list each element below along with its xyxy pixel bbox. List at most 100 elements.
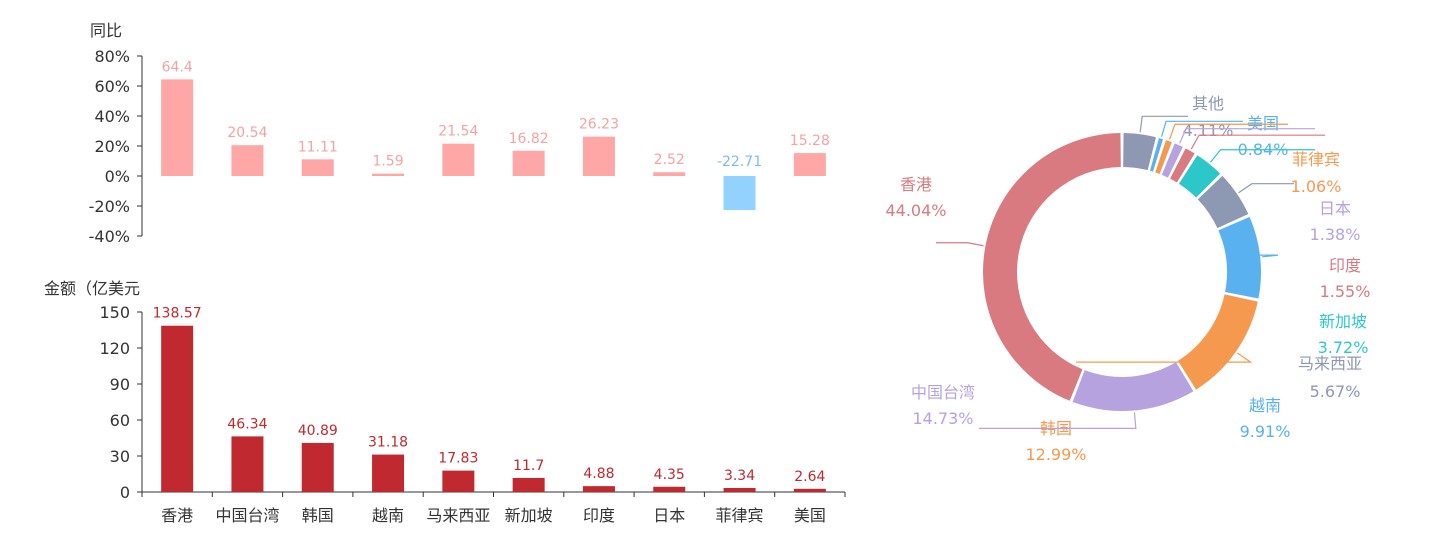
donut-slice-percent: 14.73% [912, 409, 973, 428]
amount-data-label: 40.89 [298, 423, 338, 439]
yoy-data-label: 16.82 [509, 131, 549, 147]
yoy-y-tick-label: 60% [94, 77, 130, 96]
yoy-bar [793, 153, 826, 176]
yoy-bar [653, 172, 686, 176]
yoy-data-label: 1.59 [372, 154, 403, 170]
yoy-bar [442, 143, 475, 176]
donut-slice-name: 美国 [1247, 114, 1279, 133]
amount-y-tick-label: 90 [110, 375, 130, 394]
donut-slice [1155, 140, 1172, 174]
yoy-y-tick-label: -40% [89, 227, 130, 246]
donut-slice [983, 133, 1121, 401]
donut-slice-percent: 1.06% [1291, 177, 1342, 196]
category-label: 菲律宾 [716, 506, 764, 525]
donut-leader-line [1190, 134, 1325, 150]
donut-leader-line [1210, 149, 1315, 163]
yoy-bar [301, 159, 334, 176]
amount-bar [653, 486, 686, 492]
yoy-y-tick-label: 0% [105, 167, 130, 186]
category-label: 美国 [794, 506, 826, 525]
amount-data-label: 138.57 [153, 306, 202, 322]
yoy-y-tick-label: -20% [89, 197, 130, 216]
donut-slice [1178, 155, 1221, 198]
amount-bar [161, 325, 194, 492]
yoy-y-tick-label: 80% [94, 47, 130, 66]
donut-slice-percent: 44.04% [885, 201, 946, 220]
donut-slice-name: 印度 [1329, 256, 1361, 275]
yoy-y-tick-label: 20% [94, 137, 130, 156]
donut-leader-line [1169, 123, 1288, 140]
donut-leader-line [979, 412, 1137, 429]
donut-slice [1197, 175, 1249, 229]
donut-slice [1149, 138, 1164, 172]
amount-bar [231, 436, 264, 492]
amount-y-tick-label: 120 [99, 339, 130, 358]
share-donut-chart: 其他4.11% 美国0.84%菲律宾1.06%日本1.38%印度1.55%新加坡3… [885, 94, 1370, 464]
donut-slice [1072, 362, 1194, 411]
donut-slice [1161, 143, 1183, 178]
donut-slice-name: 马来西亚 [1298, 354, 1362, 373]
category-label: 马来西亚 [426, 506, 490, 525]
category-label: 中国台湾 [215, 506, 279, 525]
donut-slice-name: 香港 [900, 175, 932, 194]
yoy-data-label: 64.4 [162, 59, 193, 75]
category-label: 韩国 [302, 506, 334, 525]
amount-data-label: 4.35 [654, 467, 685, 483]
category-label: 印度 [583, 506, 615, 525]
donut-slice [1177, 294, 1258, 390]
yoy-data-label: 11.11 [298, 139, 338, 155]
donut-slice-percent: 3.72% [1318, 338, 1369, 357]
donut-leader-line [936, 242, 984, 247]
category-label: 香港 [161, 506, 193, 525]
yoy-data-label: 21.54 [438, 124, 478, 140]
yoy-data-label: 2.52 [654, 152, 685, 168]
yoy-bar-chart: 同比 80% 60% 40% 20% 0% -20% -40% 64.4 20.54 11.11 1.… [89, 21, 830, 246]
amount-bar [723, 487, 756, 492]
donut-slice [1170, 148, 1195, 183]
amount-bar [582, 486, 615, 492]
amount-bar [442, 470, 475, 492]
donut-leader-line [1076, 352, 1253, 363]
donut-leader-line [1161, 120, 1243, 137]
amount-y-tick-label: 0 [120, 483, 130, 502]
donut-slice [1123, 133, 1156, 171]
donut-slice-name: 中国台湾 [911, 383, 975, 402]
amount-bar [793, 488, 826, 492]
donut-slice-percent: 1.38% [1310, 225, 1361, 244]
donut-leader-line [1238, 183, 1294, 194]
yoy-bar [372, 173, 405, 176]
yoy-data-label: -22.71 [717, 154, 762, 170]
yoy-bar [161, 79, 194, 176]
donut-slice-percent: 12.99% [1025, 445, 1086, 464]
amount-y-tick-label: 150 [99, 303, 130, 322]
yoy-bar [582, 136, 615, 176]
amount-data-label: 2.64 [794, 469, 825, 485]
amount-bar [372, 454, 405, 492]
amount-bar-chart: 金额（亿美元 150 120 90 60 30 0 138.57 46.34 40.89 31.18… [44, 279, 846, 525]
amount-data-label: 4.88 [583, 466, 614, 482]
yoy-data-label: 20.54 [227, 125, 267, 141]
yoy-bar [231, 145, 264, 176]
amount-data-label: 46.34 [227, 416, 267, 432]
donut-slice-percent: 5.67% [1310, 382, 1361, 401]
yoy-bar [723, 176, 756, 211]
amount-bar [301, 442, 334, 492]
yoy-data-label: 15.28 [790, 133, 830, 149]
category-label: 日本 [653, 506, 685, 525]
donut-slice-name: 其他 [1192, 94, 1224, 113]
amount-y-tick-label: 60 [110, 411, 130, 430]
donut-leader-line [1139, 115, 1188, 133]
donut-slice-name: 越南 [1249, 396, 1281, 415]
donut-slice-name: 新加坡 [1319, 312, 1367, 331]
donut-leader-line [1245, 254, 1279, 258]
yoy-axis-title: 同比 [90, 21, 122, 40]
yoy-data-label: 26.23 [579, 117, 619, 133]
yoy-bar [512, 150, 545, 176]
donut-slice [1218, 216, 1261, 299]
donut-slice-name: 日本 [1319, 199, 1351, 218]
category-label: 越南 [372, 506, 404, 525]
amount-y-tick-label: 30 [110, 447, 130, 466]
amount-bar [512, 477, 545, 492]
donut-slice-percent: 1.55% [1320, 282, 1371, 301]
amount-data-label: 31.18 [368, 435, 408, 451]
